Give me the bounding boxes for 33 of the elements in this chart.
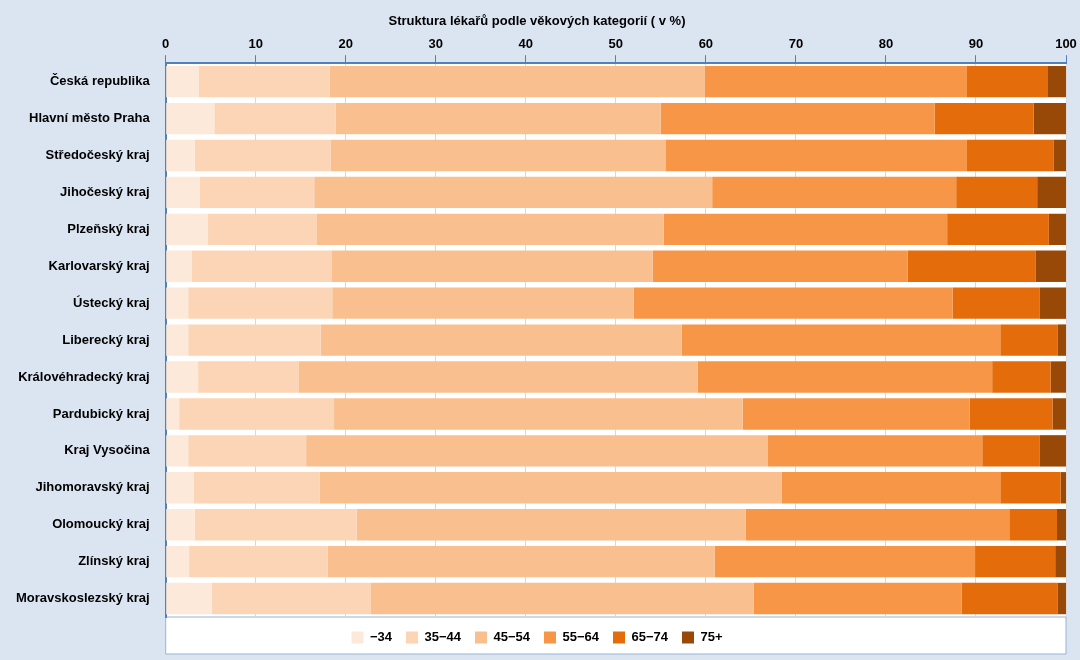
- y-tick-label: Liberecký kraj: [62, 331, 150, 347]
- x-tick-label: 30: [428, 35, 444, 51]
- legend-label: 75+: [700, 629, 723, 645]
- y-tick-label: Královéhradecký kraj: [18, 368, 150, 384]
- legend-label: 45−54: [493, 629, 531, 645]
- x-tick-label: 10: [248, 35, 263, 51]
- y-tick-label: Hlavní město Praha: [29, 110, 151, 126]
- x-tick-label: 80: [878, 35, 894, 51]
- y-tick-label: Zlínský kraj: [78, 553, 150, 569]
- x-tick-label: 50: [608, 35, 624, 51]
- legend-label: 55−64: [562, 629, 600, 645]
- y-tick-label: Karlovarský kraj: [48, 257, 150, 273]
- y-tick-label: Jihočeský kraj: [60, 184, 150, 199]
- y-tick-label: Jihomoravský kraj: [35, 479, 150, 495]
- x-tick-label: 100: [1055, 35, 1077, 51]
- chart-title: Struktura lékařů podle věkových kategorií ( v %): [388, 13, 686, 29]
- legend-label: 65−74: [631, 629, 669, 645]
- legend-label: 35−44: [424, 629, 462, 645]
- x-tick-label: 60: [698, 35, 714, 51]
- y-tick-label: Plzeňský kraj: [67, 220, 150, 236]
- y-tick-label: Kraj Vysočina: [64, 442, 151, 458]
- y-tick-label: Olomoucký kraj: [52, 516, 150, 532]
- legend-label: −34: [369, 629, 393, 645]
- y-tick-label: Pardubický kraj: [52, 405, 150, 421]
- x-tick-label: 70: [788, 35, 804, 51]
- x-tick-label: 40: [518, 35, 534, 51]
- y-tick-label: Moravskoslezský kraj: [15, 590, 150, 606]
- y-tick-label: Česká republika: [49, 73, 151, 89]
- y-tick-label: Středočeský kraj: [45, 147, 150, 163]
- y-tick-label: Ústecký kraj: [73, 294, 150, 310]
- x-tick-label: 0: [162, 35, 170, 51]
- x-tick-label: 20: [338, 35, 353, 51]
- x-tick-label: 90: [968, 35, 984, 51]
